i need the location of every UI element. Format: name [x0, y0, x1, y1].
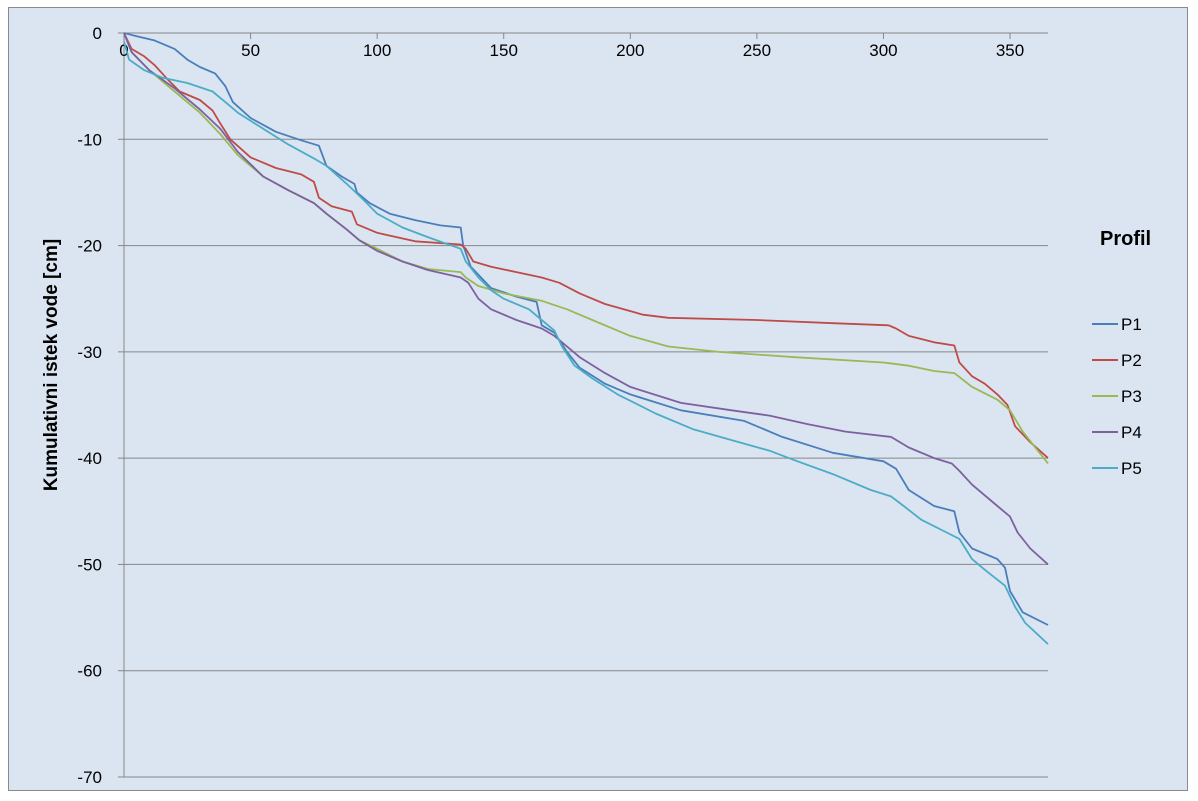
- legend-title: Profil: [1100, 228, 1151, 250]
- x-tick-label: 250: [743, 41, 771, 60]
- y-tick-label: -20: [77, 237, 102, 256]
- y-tick-label: 0: [93, 24, 102, 43]
- series-line-p3: [123, 32, 1049, 465]
- x-tick-label: 200: [616, 41, 644, 60]
- legend-label-p4: P4: [1121, 423, 1142, 442]
- x-tick-label: 100: [363, 41, 391, 60]
- y-tick-label: -70: [77, 768, 102, 787]
- y-tick-label: -50: [77, 555, 102, 574]
- y-tick-label: -40: [77, 449, 102, 468]
- x-tick-label: 300: [869, 41, 897, 60]
- legend-label-p1: P1: [1121, 315, 1142, 334]
- series-line-p5: [123, 41, 1049, 645]
- series-line-p4: [123, 32, 1049, 566]
- y-axis-title: Kumulativni istek vode [cm]: [41, 239, 62, 491]
- legend-label-p2: P2: [1121, 351, 1142, 370]
- x-tick-label: 50: [241, 41, 260, 60]
- series-line-p2: [123, 32, 1049, 459]
- series-line-p1: [123, 32, 1049, 626]
- y-tick-label: -10: [77, 130, 102, 149]
- x-tick-label: 0: [119, 41, 128, 60]
- legend-label-p3: P3: [1121, 387, 1142, 406]
- y-tick-label: -60: [77, 662, 102, 681]
- legend-label-p5: P5: [1121, 459, 1142, 478]
- x-tick-label: 150: [490, 41, 518, 60]
- chart-frame: [8, 7, 1188, 791]
- x-tick-label: 350: [996, 41, 1024, 60]
- y-tick-label: -30: [77, 343, 102, 362]
